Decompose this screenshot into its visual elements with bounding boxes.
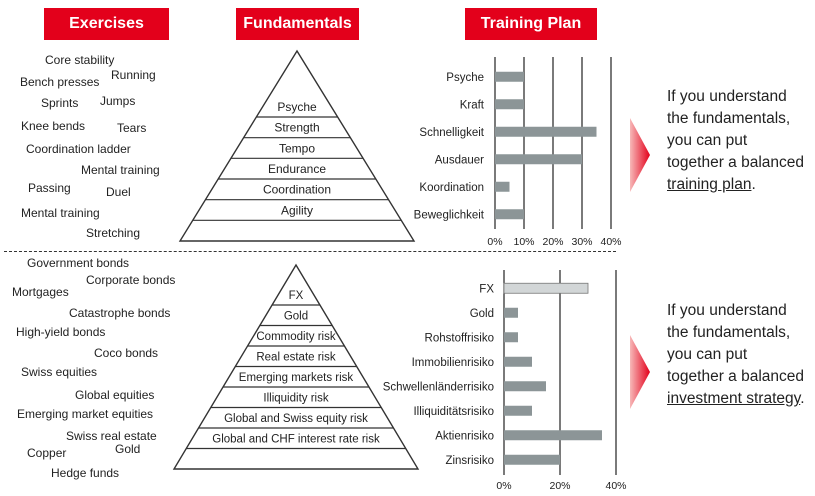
training-chart-bar-ausdauer [495,154,582,165]
training-chart-tick-label: 0% [487,236,502,248]
pyramid-level-tempo: Tempo [279,141,315,155]
section-divider [4,251,616,252]
fundamentals-header: Fundamentals [236,8,359,40]
asset-swiss-real-estate: Swiss real estate [66,429,157,443]
training-chart-tick-label: 10% [513,236,534,248]
risk-chart-tick-label: 20% [549,480,570,492]
training-chart-bar-beweglichkeit [495,209,524,220]
exercise-core-stability: Core stability [45,53,115,67]
risk-chart-bar-gold [504,307,518,318]
asset-swiss-equities: Swiss equities [21,365,98,379]
training-chart-category-label: Psyche [446,72,484,84]
risk-chart-category-label: Illiquiditätsrisiko [413,406,494,418]
training-chart-tick-label: 40% [600,236,621,248]
risk-chart-bar-fx [503,282,589,294]
training-chart-tick-label: 20% [542,236,563,248]
asset-government-bonds: Government bonds [27,256,130,270]
exercise-jumps: Jumps [100,94,136,108]
pyramid-level-commodity-risk: Commodity risk [256,331,335,343]
risk-chart-bar-zinsrisiko [504,454,560,465]
training-chart-category-label: Beweglichkeit [414,209,485,221]
arrow-right-icon [630,335,650,409]
pyramid-level-real-estate-risk: Real estate risk [256,351,336,363]
training-chart-tick-label: 30% [571,236,592,248]
risk-chart-bar-schwellenlanderrisiko [504,381,546,392]
risk-chart-tick-label: 0% [496,480,511,492]
pyramid-level-coordination: Coordination [263,183,331,197]
training-chart-bar-kraft [495,99,524,110]
training-plan-link: training plan [667,176,752,193]
asset-emerging-market-equities: Emerging market equities [17,407,154,421]
exercise-mental-training: Mental training [21,206,100,220]
exercise-duel: Duel [106,185,131,199]
risk-chart-tick-label: 40% [605,480,626,492]
risk-chart-category-label: Aktienrisiko [435,430,494,442]
pyramid-level-strength: Strength [274,121,319,135]
pyramid-level-global-and-chf-interest-rate-risk: Global and CHF interest rate risk [212,433,380,445]
training-chart-bar-schnelligkeit [495,126,597,137]
risk-chart-category-label: Gold [470,308,494,320]
training-chart-category-label: Schnelligkeit [419,127,484,139]
statement-text: If you understand the fundamentals, you … [667,88,805,171]
training-plan-header: Training Plan [465,8,597,40]
pyramid-level-gold: Gold [284,310,308,322]
training-chart-bar-psyche [495,71,524,82]
asset-coco-bonds: Coco bonds [94,346,159,360]
exercise-stretching: Stretching [86,226,141,240]
risk-chart-bar-aktienrisiko [504,430,602,441]
training-chart-category-label: Ausdauer [435,154,484,166]
exercise-bench-presses: Bench presses [20,75,100,89]
exercise-sprints: Sprints [41,96,79,110]
exercise-passing: Passing [28,181,71,195]
risk-chart-category-label: FX [479,283,494,295]
pyramid-level-fx: FX [289,290,304,302]
risk-chart-bar-illiquiditatsrisiko [504,405,532,416]
exercise-coordination-ladder: Coordination ladder [26,142,131,156]
statement-end: . [800,390,805,407]
training-chart-category-label: Koordination [419,182,484,194]
risk-chart-category-label: Schwellenländerrisiko [383,381,494,393]
exercise-tears: Tears [117,121,147,135]
risk-chart-category-label: Zinsrisiko [445,455,494,467]
training-chart-category-label: Kraft [460,99,485,111]
exercises-header: Exercises [44,8,169,40]
pyramid-level-illiquidity-risk: Illiquidity risk [263,392,328,404]
asset-copper: Copper [27,446,67,460]
pyramid-level-agility: Agility [281,203,313,217]
investment-strategy-link: investment strategy [667,390,801,407]
asset-global-equities: Global equities [75,388,155,402]
exercise-running: Running [111,68,156,82]
risk-chart-category-label: Rohstoffrisiko [425,332,494,344]
asset-hedge-funds: Hedge funds [51,466,120,480]
statement-text: If you understand the fundamentals, you … [667,302,805,385]
arrow-right-icon [630,118,650,192]
training-plan-statement: If you understand the fundamentals, you … [667,86,807,196]
pyramid-level-emerging-markets-risk: Emerging markets risk [239,372,354,384]
asset-catastrophe-bonds: Catastrophe bonds [69,306,171,320]
risk-chart-bar-immobilienrisiko [504,356,532,367]
pyramid-level-global-and-swiss-equity-risk: Global and Swiss equity risk [224,413,368,425]
asset-high-yield-bonds: High-yield bonds [16,325,106,339]
risk-chart-bar-rohstoffrisiko [504,332,518,343]
statement-end: . [751,176,756,193]
pyramid-level-psyche: Psyche [277,100,317,114]
training-chart-bar-koordination [495,181,510,192]
pyramid-level-endurance: Endurance [268,162,326,176]
exercise-knee-bends: Knee bends [21,119,86,133]
asset-mortgages: Mortgages [12,285,69,299]
asset-gold: Gold [115,442,141,456]
asset-corporate-bonds: Corporate bonds [86,273,176,287]
investment-strategy-statement: If you understand the fundamentals, you … [667,300,807,410]
risk-chart-category-label: Immobilienrisiko [412,357,494,369]
exercise-mental-training: Mental training [81,163,160,177]
